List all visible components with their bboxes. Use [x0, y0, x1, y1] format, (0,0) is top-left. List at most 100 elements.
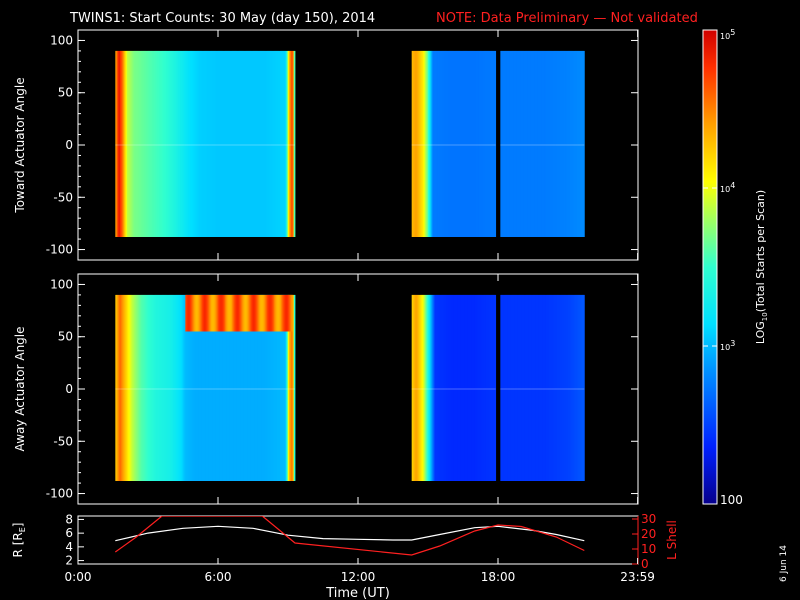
toward-heatmap-cell [508, 50, 511, 237]
away-heatmap-cell [263, 294, 266, 481]
toward-heatmap-cell [251, 50, 254, 237]
toward-heatmap-cell [292, 50, 295, 237]
toward-heatmap-cell [124, 50, 127, 237]
away-heatmap-cell [274, 294, 276, 481]
away-heatmap-cell [115, 294, 117, 481]
away-band-cell [241, 294, 243, 332]
orbit-left-tick-label: 4 [65, 540, 73, 554]
toward-heatmap-cell [549, 50, 551, 237]
away-heatmap-cell [562, 294, 564, 481]
toward-heatmap-cell [221, 50, 224, 237]
away-heatmap-cell [194, 294, 197, 481]
away-heatmap-cell [191, 294, 193, 481]
toward-heatmap-cell [522, 50, 525, 237]
toward-heatmap-cell [177, 50, 179, 237]
toward-heatmap-cell [127, 50, 129, 237]
toward-heatmap-cell [268, 50, 270, 237]
toward-heatmap-cell [484, 50, 486, 237]
away-band-cell [265, 294, 268, 332]
toward-heatmap-cell [492, 50, 494, 237]
away-heatmap-cell [181, 294, 184, 481]
away-heatmap-cell [530, 294, 533, 481]
orbit-ylabel-right: L Shell [665, 520, 679, 560]
away-heatmap-cell [554, 294, 556, 481]
away-band-cell [246, 294, 248, 332]
toward-heatmap-cell [463, 50, 465, 237]
away-heatmap-cell [454, 294, 457, 481]
away-heatmap-cell [246, 294, 248, 481]
away-band-cell [202, 294, 205, 332]
toward-heatmap-cell [279, 50, 282, 237]
away-heatmap-cell [204, 294, 206, 481]
away-band-cell [219, 294, 221, 332]
toward-heatmap-cell [142, 50, 144, 237]
away-ytick-label: 100 [50, 277, 73, 291]
away-heatmap-cell [234, 294, 236, 481]
toward-heatmap-cell [288, 50, 290, 237]
away-band-cell [191, 294, 193, 332]
away-heatmap-cell [222, 294, 225, 481]
toward-heatmap-cell [520, 50, 522, 237]
away-band-cell [206, 294, 208, 332]
away-band-cell [236, 294, 239, 332]
toward-heatmap-cell [207, 50, 210, 237]
away-heatmap-cell [293, 294, 296, 481]
toward-heatmap-cell [473, 50, 476, 237]
toward-heatmap-cell [153, 50, 156, 237]
toward-heatmap-cell [149, 50, 151, 237]
colorbar-tick-label: 104 [720, 181, 735, 194]
away-heatmap-cell [201, 294, 204, 481]
away-heatmap-cell [466, 294, 469, 481]
away-heatmap-cell [453, 294, 456, 481]
away-band-cell [286, 294, 289, 332]
toward-heatmap-cell [540, 50, 542, 237]
away-heatmap-cell [558, 294, 561, 481]
toward-heatmap-cell [122, 50, 124, 237]
away-heatmap-cell [418, 294, 421, 481]
toward-ytick-label: 0 [65, 138, 73, 152]
toward-heatmap-cell [445, 50, 448, 237]
toward-heatmap-cell [240, 50, 242, 237]
away-heatmap-cell [549, 294, 551, 481]
toward-heatmap-cell [212, 50, 214, 237]
toward-heatmap-cell [559, 50, 562, 237]
away-band-cell [239, 294, 241, 332]
away-band-cell [256, 294, 259, 332]
away-heatmap-cell [151, 294, 154, 481]
toward-heatmap-cell [172, 50, 175, 237]
away-heatmap-cell [170, 294, 172, 481]
toward-heatmap-cell [144, 50, 147, 237]
away-heatmap-cell [157, 294, 159, 481]
toward-heatmap-cell [428, 50, 430, 237]
away-heatmap-cell [226, 294, 228, 481]
away-heatmap-cell [479, 294, 481, 481]
toward-heatmap-cell [461, 50, 464, 237]
toward-heatmap-cell [568, 50, 570, 237]
away-heatmap-cell [485, 294, 487, 481]
toward-heatmap-cell [452, 50, 455, 237]
toward-heatmap-cell [163, 50, 165, 237]
away-heatmap-cell [417, 294, 420, 481]
away-ytick-label: 0 [65, 382, 73, 396]
colorbar-ticks: 100 103 104 105 [703, 28, 743, 507]
toward-heatmap-cell [283, 50, 285, 237]
toward-heatmap-cell [486, 50, 488, 237]
away-heatmap-cell [509, 294, 512, 481]
away-heatmap-cell [491, 294, 493, 481]
away-band-cell [274, 294, 276, 332]
away-heatmap-cell [481, 294, 484, 481]
toward-heatmap-cell [249, 50, 252, 237]
away-band-cell [264, 294, 267, 332]
away-heatmap-cell [536, 294, 539, 481]
away-heatmap-cell [286, 294, 289, 481]
toward-heatmap-cell [485, 50, 487, 237]
toward-heatmap-cell [220, 50, 222, 237]
toward-heatmap-cell [176, 50, 178, 237]
orbit-xtick-label: 18:00 [481, 570, 516, 584]
away-y-axis: 100 50 0 -50 -100 [46, 274, 639, 504]
toward-heatmap-cell [439, 50, 442, 237]
toward-heatmap-cell [547, 50, 549, 237]
orbit-xtick-label: 23:59 [620, 570, 655, 584]
toward-heatmap-cell [263, 50, 266, 237]
orbit-right-tick-label: 0 [641, 557, 649, 571]
